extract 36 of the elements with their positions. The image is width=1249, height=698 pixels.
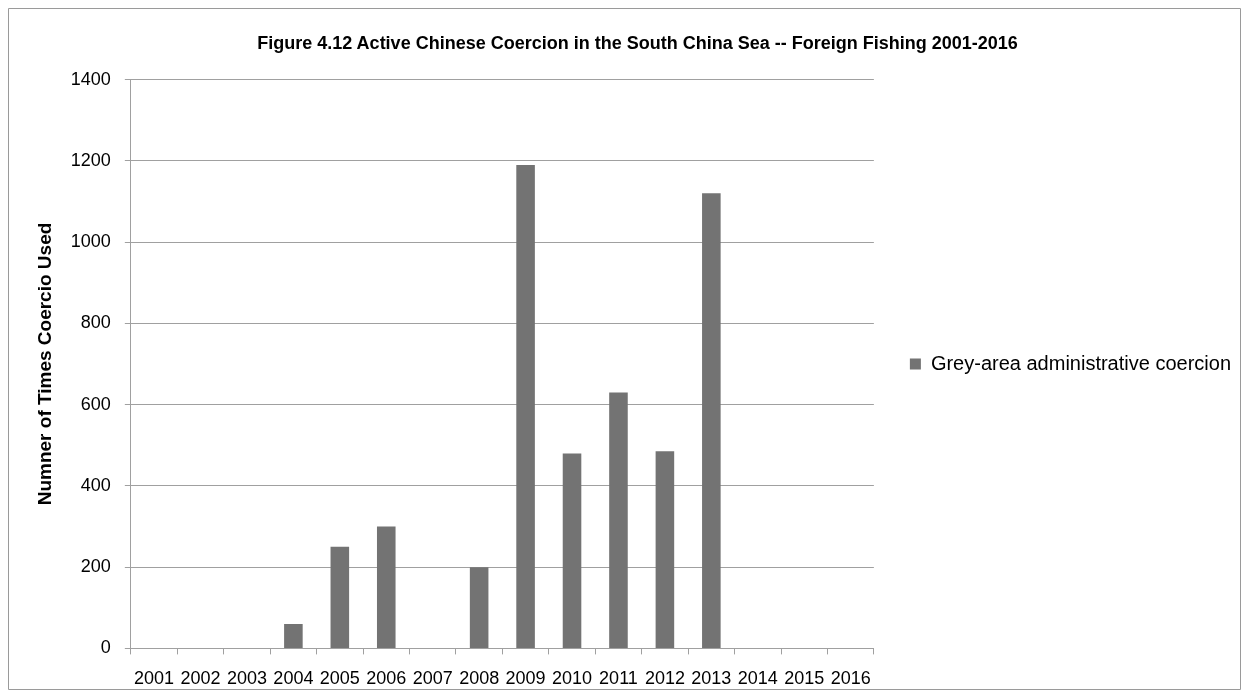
y-tick-label: 0 [100, 637, 111, 658]
y-tick-label: 200 [80, 556, 111, 577]
bar [376, 526, 396, 648]
x-tick-label: 2014 [737, 668, 778, 689]
x-tick-label: 2011 [599, 668, 638, 689]
x-tick-label: 2015 [784, 668, 825, 689]
x-tick-label: 2002 [180, 668, 221, 689]
x-tick-label: 2003 [226, 668, 267, 689]
x-tick-label: 2008 [459, 668, 500, 689]
bar [609, 392, 628, 648]
x-tick-label: 2004 [273, 668, 314, 689]
x-tick-label: 2010 [552, 668, 593, 689]
x-tick-label: 2006 [366, 668, 407, 689]
bar [655, 451, 675, 648]
chart-title: Figure 4.12 Active Chinese Coercion in the South China Sea -- Foreign Fishing 2001-2016 [257, 32, 1018, 53]
bar [562, 453, 582, 648]
legend-label: Grey-area administrative coercion [930, 351, 1232, 374]
y-tick-label: 400 [80, 474, 111, 495]
x-tick-label: 2001 [134, 668, 175, 689]
bar [516, 164, 535, 648]
bar [284, 624, 303, 648]
y-tick-label: 1400 [70, 68, 111, 89]
y-axis-title: Numner of Times Coercio Used [33, 222, 55, 506]
y-tick-label: 600 [80, 393, 111, 414]
x-tick-label: 2005 [319, 668, 360, 689]
x-tick-label: 2013 [691, 668, 732, 689]
x-tick-label: 2007 [412, 668, 453, 689]
bar [702, 193, 721, 648]
x-tick-label: 2016 [830, 668, 871, 689]
y-tick-label: 1200 [70, 149, 111, 170]
y-tick-label: 1000 [70, 231, 111, 252]
x-tick-label: 2012 [644, 668, 685, 689]
bar [469, 567, 489, 648]
y-tick-label: 800 [80, 312, 111, 333]
x-tick-label: 2009 [505, 668, 546, 689]
bar [330, 546, 350, 648]
